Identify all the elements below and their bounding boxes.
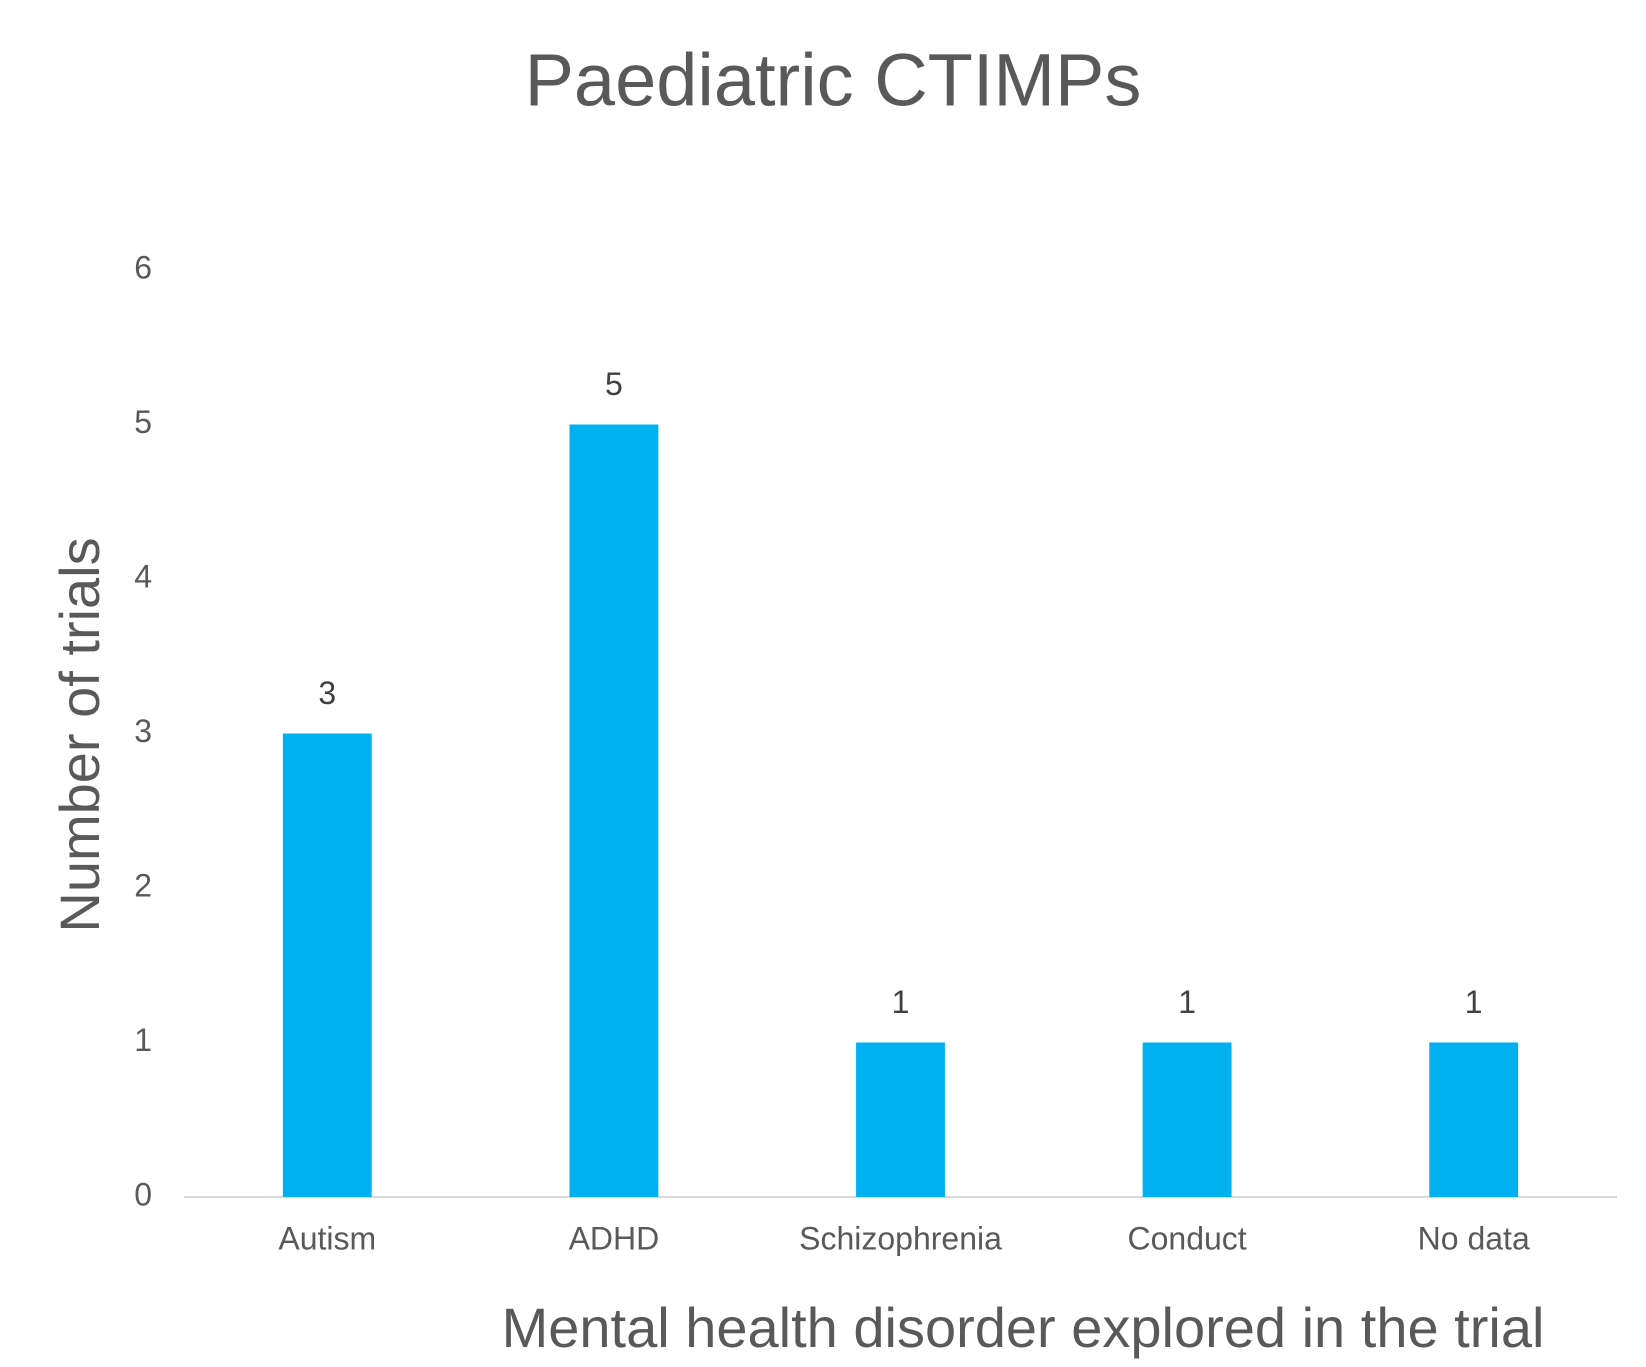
x-tick-label: Schizophrenia [799, 1220, 1002, 1256]
data-label: 1 [1178, 984, 1196, 1020]
x-tick-label: No data [1418, 1220, 1530, 1256]
data-label: 3 [318, 675, 336, 711]
y-tick-label: 3 [134, 713, 152, 749]
bar [1429, 1042, 1519, 1197]
y-axis-title: Number of trials [48, 537, 111, 932]
chart-title: Paediatric CTIMPs [525, 39, 1142, 122]
y-tick-label: 4 [134, 558, 152, 594]
x-tick-label: Conduct [1128, 1220, 1247, 1256]
data-label: 5 [605, 366, 623, 402]
data-label: 1 [1465, 984, 1483, 1020]
y-tick-label: 0 [134, 1176, 152, 1212]
bar [569, 424, 659, 1197]
x-tick-label: Autism [278, 1220, 376, 1256]
bar [1142, 1042, 1232, 1197]
bar [856, 1042, 945, 1197]
y-tick-label: 6 [134, 249, 152, 285]
y-tick-label: 2 [134, 867, 152, 903]
x-axis-title: Mental health disorder explored in the t… [502, 1296, 1545, 1359]
x-tick-label: ADHD [569, 1220, 660, 1256]
data-label: 1 [892, 984, 910, 1020]
y-tick-label: 1 [134, 1022, 152, 1058]
bar [282, 733, 372, 1197]
y-tick-label: 5 [134, 404, 152, 440]
